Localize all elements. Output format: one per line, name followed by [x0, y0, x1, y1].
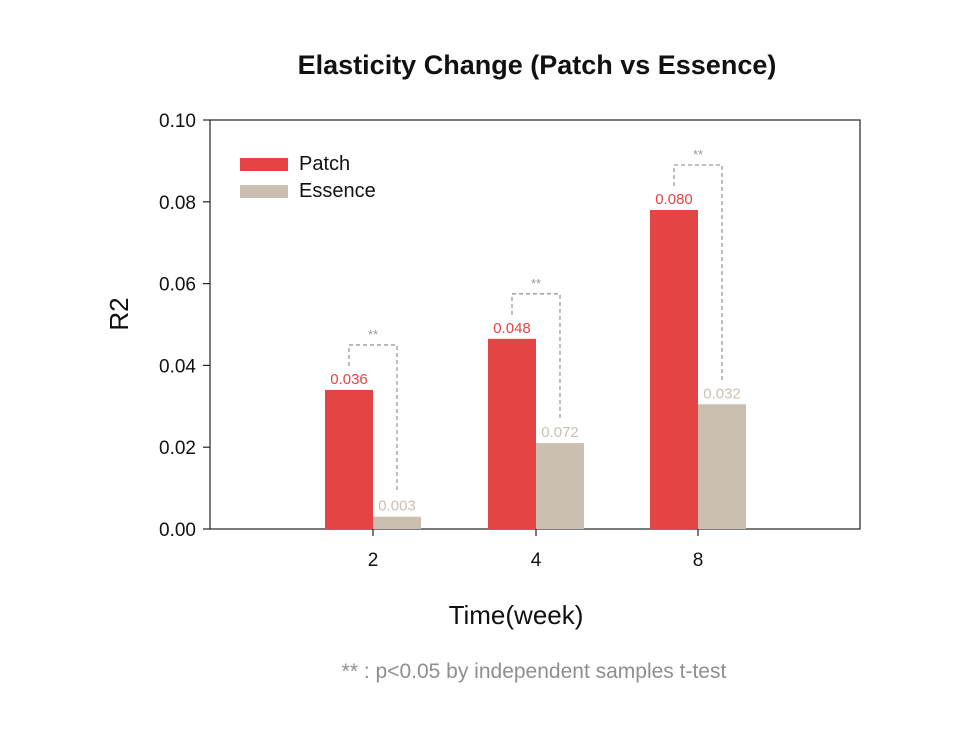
data-label-essence: 0.072 — [541, 424, 579, 441]
x-tick-label: 8 — [693, 550, 704, 571]
significance-brackets: ** ** ** — [348, 147, 723, 493]
y-axis: 0.00 0.02 0.04 0.06 0.08 0.10 — [159, 111, 210, 541]
data-label-patch: 0.080 — [655, 191, 693, 208]
significance-bracket — [673, 164, 723, 381]
bar-essence — [373, 516, 421, 529]
significance-marker: ** — [368, 327, 378, 342]
footnote: ** : p<0.05 by independent samples t-tes… — [342, 660, 727, 683]
x-tick-label: 2 — [368, 550, 379, 571]
data-label-essence: 0.032 — [703, 385, 741, 402]
y-tick-label: 0.04 — [159, 356, 196, 377]
bar-patch — [488, 338, 536, 529]
x-axis: 2 4 8 — [368, 529, 704, 571]
bar-patch — [650, 209, 698, 530]
data-label-patch: 0.048 — [493, 320, 531, 337]
y-tick-label: 0.00 — [159, 520, 196, 541]
legend: Patch Essence — [240, 153, 376, 202]
y-tick-label: 0.08 — [159, 193, 196, 214]
y-axis-label: R2 — [104, 297, 134, 330]
legend-swatch-essence — [240, 185, 288, 198]
x-axis-label: Time(week) — [449, 600, 584, 630]
data-label-patch: 0.036 — [330, 371, 368, 388]
bar-patch — [325, 389, 373, 529]
bars: 0.036 0.003 0.048 0.072 0.080 0.032 — [325, 191, 746, 530]
chart-title: Elasticity Change (Patch vs Essence) — [298, 50, 777, 80]
y-tick-label: 0.06 — [159, 275, 196, 296]
bar-essence — [698, 404, 746, 529]
significance-marker: ** — [693, 147, 703, 162]
legend-label-essence: Essence — [299, 180, 376, 202]
y-tick-label: 0.10 — [159, 111, 196, 132]
data-label-essence: 0.003 — [378, 498, 416, 515]
significance-bracket — [511, 293, 561, 420]
x-tick-label: 4 — [531, 550, 542, 571]
bar-essence — [536, 443, 584, 529]
significance-bracket — [348, 344, 398, 493]
legend-label-patch: Patch — [299, 153, 350, 175]
y-tick-label: 0.02 — [159, 438, 196, 459]
legend-swatch-patch — [240, 158, 288, 171]
significance-marker: ** — [531, 276, 541, 291]
